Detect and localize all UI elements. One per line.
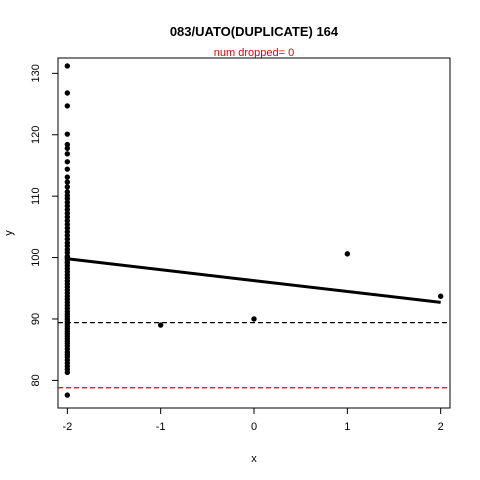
data-point bbox=[344, 251, 351, 257]
y-tick-label: 130 bbox=[30, 64, 42, 82]
data-point bbox=[64, 151, 71, 157]
y-tick-label: 120 bbox=[30, 126, 42, 144]
x-tick-label: -1 bbox=[156, 421, 166, 433]
x-tick-label: 1 bbox=[344, 421, 350, 433]
chart-subtitle: num dropped= 0 bbox=[214, 47, 294, 59]
regression-line-group bbox=[67, 257, 441, 304]
x-axis-label: x bbox=[251, 453, 257, 465]
data-point bbox=[64, 166, 71, 172]
chart-title: 083/UATO(DUPLICATE) 164 bbox=[170, 24, 339, 39]
y-tick-label: 80 bbox=[30, 374, 42, 386]
data-point bbox=[64, 145, 71, 151]
data-point bbox=[64, 103, 71, 109]
y-tick-label: 100 bbox=[30, 248, 42, 266]
data-point bbox=[64, 90, 71, 96]
y-axis-label: y bbox=[3, 230, 15, 236]
data-point bbox=[64, 259, 71, 266]
data-point bbox=[64, 159, 71, 165]
y-tick-label: 110 bbox=[30, 187, 42, 205]
x-tick-label: 0 bbox=[251, 421, 257, 433]
y-axis: 80 90 100 110 120 130 bbox=[30, 64, 58, 386]
y-tick-label: 90 bbox=[30, 313, 42, 325]
x-tick-label: 2 bbox=[438, 421, 444, 433]
plot-frame bbox=[57, 57, 451, 409]
x-axis: -2 -1 0 1 2 bbox=[62, 408, 444, 433]
data-points bbox=[64, 63, 444, 398]
data-point bbox=[437, 293, 444, 299]
data-point bbox=[64, 174, 71, 180]
data-point bbox=[64, 392, 71, 398]
data-point bbox=[64, 63, 71, 69]
x-tick-label: -2 bbox=[62, 421, 72, 433]
reference-lines bbox=[58, 322, 450, 389]
regression-line bbox=[67, 257, 441, 304]
data-point bbox=[251, 316, 257, 322]
data-point bbox=[64, 184, 71, 190]
data-point bbox=[157, 322, 164, 328]
data-point bbox=[64, 369, 71, 376]
data-point bbox=[64, 179, 71, 185]
data-point bbox=[64, 131, 71, 137]
